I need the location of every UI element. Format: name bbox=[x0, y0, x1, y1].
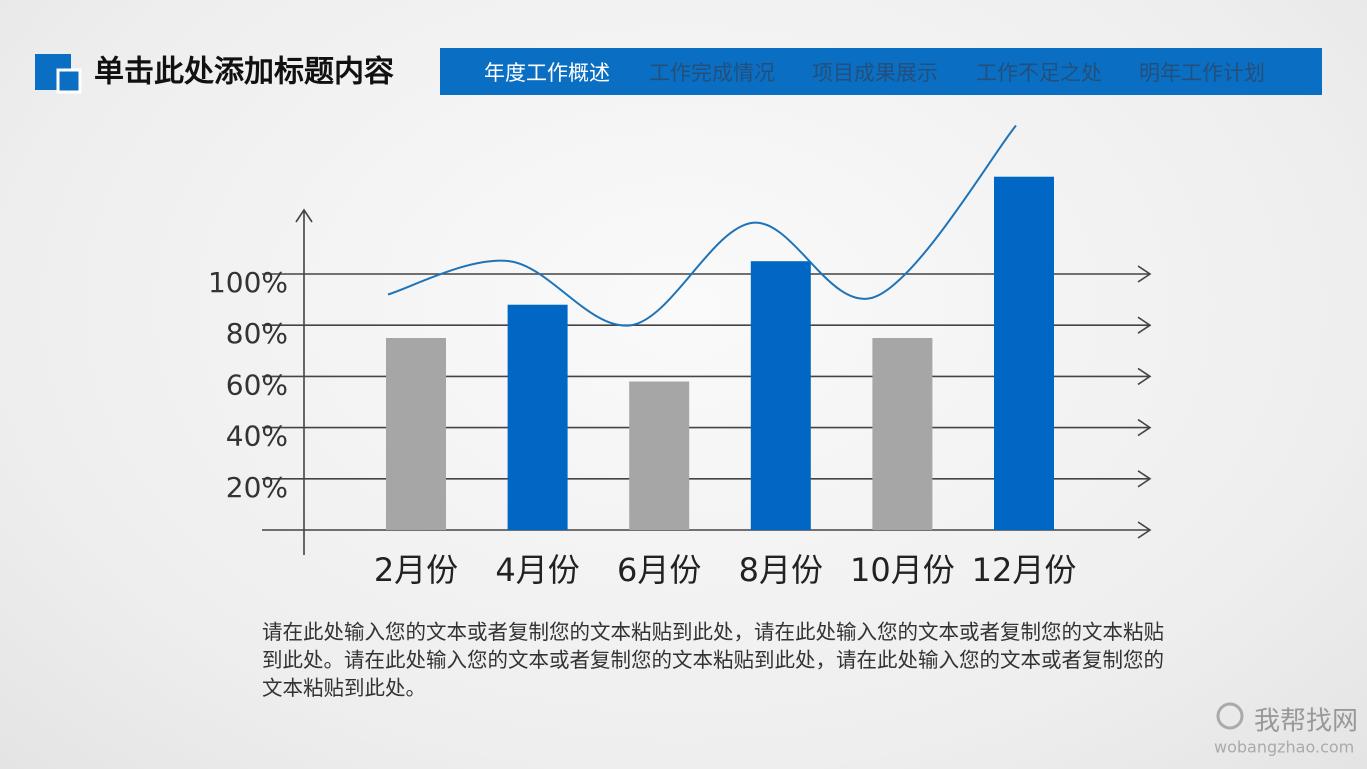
x-tick-label: 4月份 bbox=[495, 551, 579, 589]
y-tick-label: 100% bbox=[208, 266, 288, 299]
watermark-icon bbox=[1216, 702, 1244, 730]
bar bbox=[872, 338, 933, 530]
nav-tab[interactable]: 年度工作概述 bbox=[484, 61, 610, 85]
axis-arrow bbox=[1137, 367, 1152, 386]
x-tick-label: 8月份 bbox=[739, 551, 823, 589]
axis-arrow bbox=[295, 208, 313, 223]
axis-arrow bbox=[1137, 521, 1152, 539]
watermark-url: wobangzhao.com bbox=[1214, 738, 1354, 757]
body-text: 请在此处输入您的文本或者复制您的文本粘贴到此处，请在此处输入您的文本或者复制您的… bbox=[262, 620, 1164, 700]
bar bbox=[507, 304, 568, 530]
trend-line bbox=[387, 124, 1017, 327]
y-tick-label: 20% bbox=[226, 471, 288, 504]
nav-tab[interactable]: 工作不足之处 bbox=[976, 61, 1102, 85]
nav-tab[interactable]: 明年工作计划 bbox=[1139, 61, 1265, 85]
axis-arrow bbox=[1137, 470, 1152, 488]
x-tick-label: 12月份 bbox=[972, 551, 1077, 589]
bar bbox=[750, 261, 811, 530]
x-tick-label: 2月份 bbox=[374, 551, 458, 589]
x-tick-label: 6月份 bbox=[617, 551, 701, 589]
nav-bar bbox=[440, 48, 1322, 95]
slide-title: 单击此处添加标题内容 bbox=[94, 55, 394, 90]
axis-arrow bbox=[1137, 418, 1152, 437]
nav-tab[interactable]: 工作完成情况 bbox=[649, 61, 775, 85]
bar bbox=[629, 381, 690, 530]
nav-tab[interactable]: 项目成果展示 bbox=[812, 61, 938, 85]
axis-arrow bbox=[1137, 265, 1152, 283]
y-tick-label: 80% bbox=[226, 317, 288, 350]
title-icon bbox=[56, 68, 82, 94]
y-tick-label: 60% bbox=[226, 368, 288, 401]
bar bbox=[994, 176, 1054, 530]
bar bbox=[386, 338, 446, 530]
x-tick-label: 10月份 bbox=[850, 551, 955, 589]
y-tick-label: 40% bbox=[226, 420, 288, 453]
watermark: 我帮找网 bbox=[1254, 707, 1358, 737]
axis-arrow bbox=[1137, 316, 1152, 334]
